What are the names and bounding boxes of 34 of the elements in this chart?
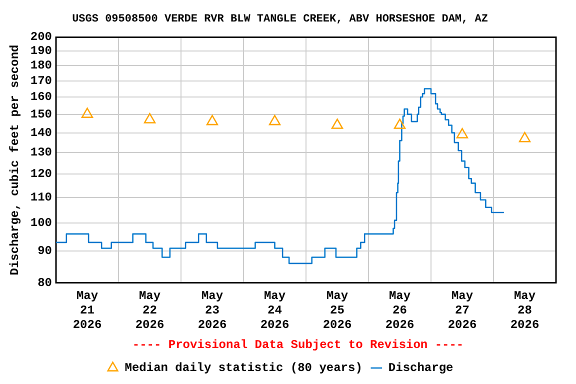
point	[518, 132, 531, 142]
x-tick-label: May 22 2026	[135, 289, 164, 332]
x-tick-label: May 28 2026	[510, 289, 540, 332]
y-tick-label: 140	[30, 126, 52, 140]
x-tick-label: May 25 2026	[322, 289, 352, 332]
text: ---- Provisional Data Subject to Revision ----	[132, 338, 464, 352]
y-tick-label: 100	[30, 216, 52, 230]
y-tick-label: 180	[30, 58, 52, 72]
x-tick-label: May 21 2026	[72, 289, 102, 332]
y-tick-label: 200	[30, 30, 52, 44]
legend-label: Discharge	[388, 361, 454, 376]
y-tick-label: 90	[38, 244, 52, 258]
y-tick-label: 130	[30, 146, 52, 160]
point	[268, 114, 281, 126]
point	[394, 118, 406, 129]
y-tick-label: 80	[38, 276, 52, 290]
point	[331, 118, 344, 129]
x-tick-label: May 23 2026	[198, 289, 227, 332]
point	[456, 128, 468, 138]
x-tick-label: May 27 2026	[448, 289, 477, 332]
y-tick-label: 170	[30, 74, 52, 88]
x-tick-label: May 26 2026	[385, 289, 414, 332]
y-tick-label: 120	[30, 167, 52, 182]
point	[144, 113, 156, 124]
x-tick-label: May 24 2026	[260, 289, 290, 332]
y-tick-label: 110	[30, 190, 52, 204]
y-tick-label: 150	[30, 107, 52, 122]
point	[81, 108, 94, 118]
chart-title: USGS 09508500 VERDE RVR BLW TANGLE CREEK, ABV HORSESHOE DAM, AZ	[72, 13, 488, 26]
y-tick-label: 160	[30, 90, 52, 104]
y-axis-title: Discharge, cubic feet per second	[8, 44, 22, 276]
y-tick-label: 190	[30, 44, 52, 58]
legend-label: Median daily statistic (80 years)	[124, 361, 362, 376]
point	[206, 114, 218, 126]
